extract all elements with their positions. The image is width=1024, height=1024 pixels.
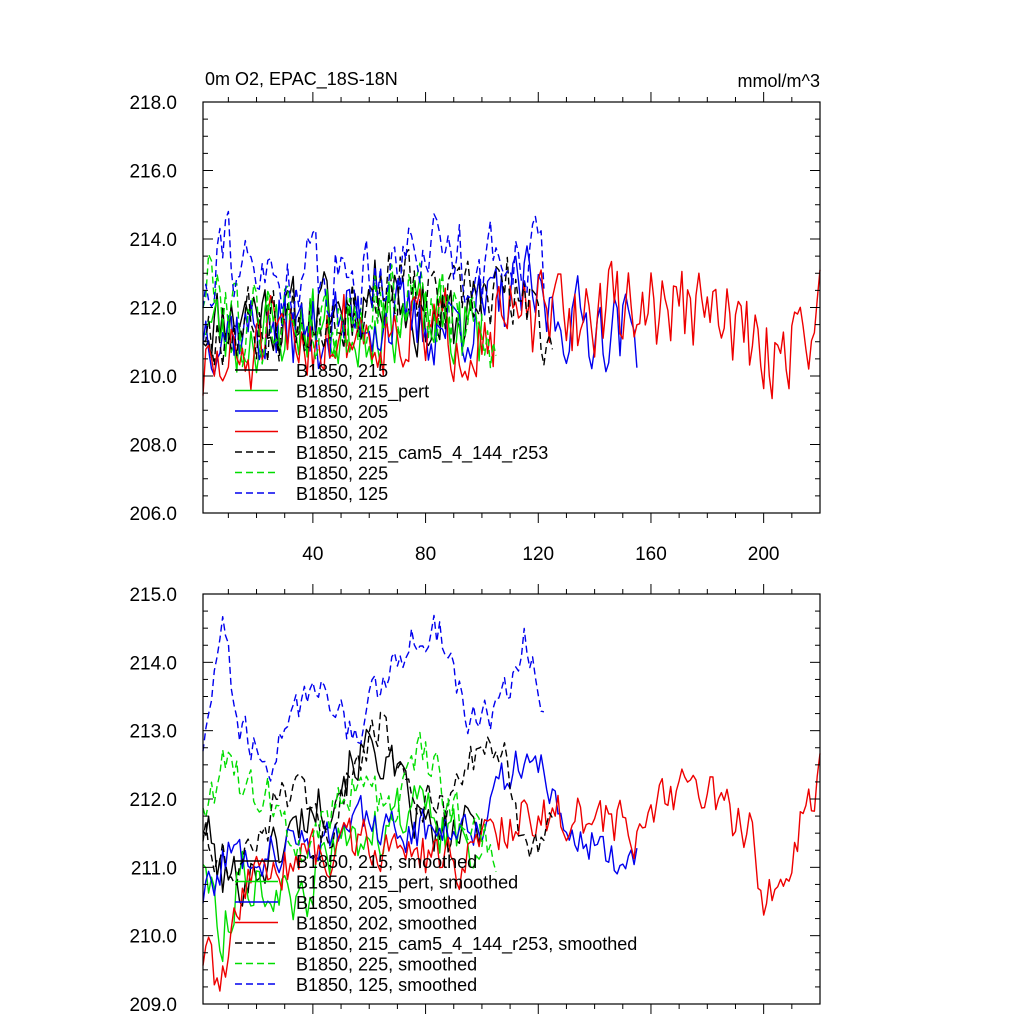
y-tick-label: 210.0 (129, 367, 177, 388)
legend-label: B1850, 205 (296, 402, 388, 422)
legend-label: B1850, 215 (296, 361, 388, 381)
legend-label: B1850, 202, smoothed (296, 914, 477, 934)
y-tick-label: 209.0 (129, 995, 177, 1016)
y-tick-label: 214.0 (129, 230, 177, 251)
legend-label: B1850, 215_cam5_4_144_r253, smoothed (296, 934, 637, 955)
series-line-1-5 (202, 731, 497, 873)
series-line-1-3 (202, 753, 821, 992)
y-tick-label: 215.0 (129, 585, 177, 606)
series-line-1-2 (202, 750, 638, 904)
top-series-lines (202, 210, 821, 400)
legend-label: B1850, 215_pert, smoothed (296, 873, 518, 894)
legend-label: B1850, 215_pert (296, 382, 429, 403)
y-tick-label: 218.0 (129, 93, 177, 114)
legend-label: B1850, 125 (296, 484, 388, 504)
legend-label: B1850, 215, smoothed (296, 852, 477, 872)
x-tick-label: 160 (635, 544, 667, 565)
series-line-1-4 (202, 711, 554, 886)
x-tick-label: 120 (522, 544, 554, 565)
y-tick-label: 210.0 (129, 927, 177, 948)
y-tick-label: 206.0 (129, 504, 177, 525)
legend-label: B1850, 215_cam5_4_144_r253 (296, 443, 548, 464)
y-tick-label: 211.0 (131, 858, 177, 879)
legend-label: B1850, 225, smoothed (296, 955, 477, 975)
y-tick-label: 212.0 (129, 790, 177, 811)
legend-label: B1850, 125, smoothed (296, 975, 477, 995)
top-units: mmol/m^3 (738, 71, 820, 91)
series-line-1-6 (202, 614, 545, 782)
series-line-0-6 (202, 210, 545, 322)
bottom-series-lines (202, 614, 821, 992)
x-tick-label: 40 (302, 544, 323, 565)
bottom-panel: 209.0 210.0 211.0 212.0 213.0 214.0 215.0 B185… (129, 584, 821, 1016)
legend-label: B1850, 225 (296, 464, 388, 484)
x-tick-label: 200 (748, 544, 780, 565)
y-tick-label: 208.0 (129, 436, 177, 457)
series-line-0-5 (202, 253, 497, 369)
x-tick-label: 80 (415, 544, 436, 565)
y-tick-label: 214.0 (129, 653, 177, 674)
series-line-0-3 (202, 260, 821, 400)
bottom-axes: 209.0 210.0 211.0 212.0 213.0 214.0 215.0 (129, 584, 821, 1016)
y-tick-label: 213.0 (129, 722, 177, 743)
top-axes: 206.0 208.0 210.0 212.0 214.0 216.0 218.0 40 80 1… (129, 92, 821, 565)
legend-label: B1850, 205, smoothed (296, 893, 477, 913)
top-title: 0m O2, EPAC_18S-18N (205, 69, 398, 90)
legend-label: B1850, 202 (296, 423, 388, 443)
y-tick-label: 216.0 (129, 162, 177, 183)
y-tick-label: 212.0 (129, 299, 177, 320)
top-panel: 0m O2, EPAC_18S-18N mmol/m^3 206.0208.02… (129, 69, 821, 565)
